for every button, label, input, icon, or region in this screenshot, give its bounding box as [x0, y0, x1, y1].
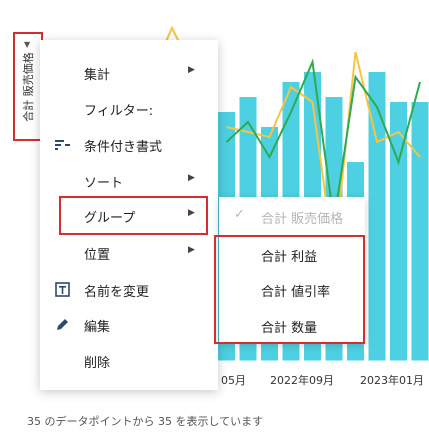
menu-item-label: 条件付き書式	[84, 140, 163, 155]
chevron-right-icon: ▶	[188, 173, 195, 183]
menu-item-filter[interactable]: フィルター:	[40, 92, 218, 126]
rename-icon	[54, 281, 72, 299]
submenu-highlight-box	[214, 235, 365, 344]
submenu-item-label: 合計 利益	[261, 250, 318, 265]
yaxis-field-label: 合計 販売価格	[22, 51, 35, 122]
chevron-right-icon: ▶	[188, 65, 195, 75]
x-tick-label: 05月	[221, 374, 246, 387]
chevron-right-icon: ▶	[188, 245, 195, 255]
chart-bar	[390, 102, 407, 362]
menu-item-conditional-format[interactable]: 条件付き書式	[40, 128, 218, 162]
context-menu: 集計 ▶ フィルター: 条件付き書式 ソート ▶ グループ ▶ 位置 ▶ 名前を…	[40, 40, 218, 390]
chart-bar	[368, 72, 386, 362]
checkmark-icon: ✓	[234, 207, 245, 222]
chart-line	[225, 58, 421, 223]
submenu-item-quantity[interactable]: 合計 数量	[219, 308, 365, 342]
chevron-right-icon: ▶	[188, 208, 195, 218]
data-point-status: 35 のデータポイントから 35 を表示しています	[27, 415, 264, 428]
menu-item-group[interactable]: グループ ▶	[40, 199, 218, 233]
menu-item-edit[interactable]: 編集	[40, 308, 218, 342]
menu-item-label: 位置	[84, 248, 111, 263]
submenu-item-label: 合計 値引率	[261, 285, 331, 300]
menu-item-position[interactable]: 位置 ▶	[40, 236, 218, 270]
group-submenu: ✓ 合計 販売価格 合計 利益 合計 値引率 合計 数量	[219, 197, 365, 343]
x-tick-label: 2023年01月	[360, 374, 424, 387]
yaxis-field-pill[interactable]: ▼ 合計 販売価格	[13, 32, 43, 141]
group-highlight-box	[59, 196, 208, 235]
menu-item-label: ソート	[84, 176, 124, 191]
submenu-item-profit[interactable]: 合計 利益	[219, 237, 365, 271]
x-tick-label: 2022年09月	[270, 374, 334, 387]
menu-item-label: 編集	[84, 320, 111, 335]
menu-item-label: 集計	[84, 68, 111, 83]
menu-item-aggregate[interactable]: 集計 ▶	[40, 56, 218, 90]
menu-item-label: 名前を変更	[84, 285, 150, 300]
submenu-item-label: 合計 数量	[261, 321, 318, 336]
menu-item-delete[interactable]: 削除	[40, 344, 218, 378]
submenu-item-discount-rate[interactable]: 合計 値引率	[219, 272, 365, 306]
pencil-icon	[54, 316, 72, 334]
menu-item-rename[interactable]: 名前を変更	[40, 273, 218, 307]
conditional-format-icon	[54, 136, 72, 154]
menu-item-label: グループ	[84, 211, 136, 226]
submenu-item-sales-price: ✓ 合計 販売価格	[219, 199, 365, 233]
submenu-item-label: 合計 販売価格	[261, 212, 344, 227]
chart-bar	[411, 102, 429, 362]
chevron-down-icon: ▼	[24, 40, 31, 49]
menu-item-label: フィルター:	[84, 104, 154, 119]
menu-item-sort[interactable]: ソート ▶	[40, 164, 218, 198]
menu-item-label: 削除	[84, 356, 111, 371]
